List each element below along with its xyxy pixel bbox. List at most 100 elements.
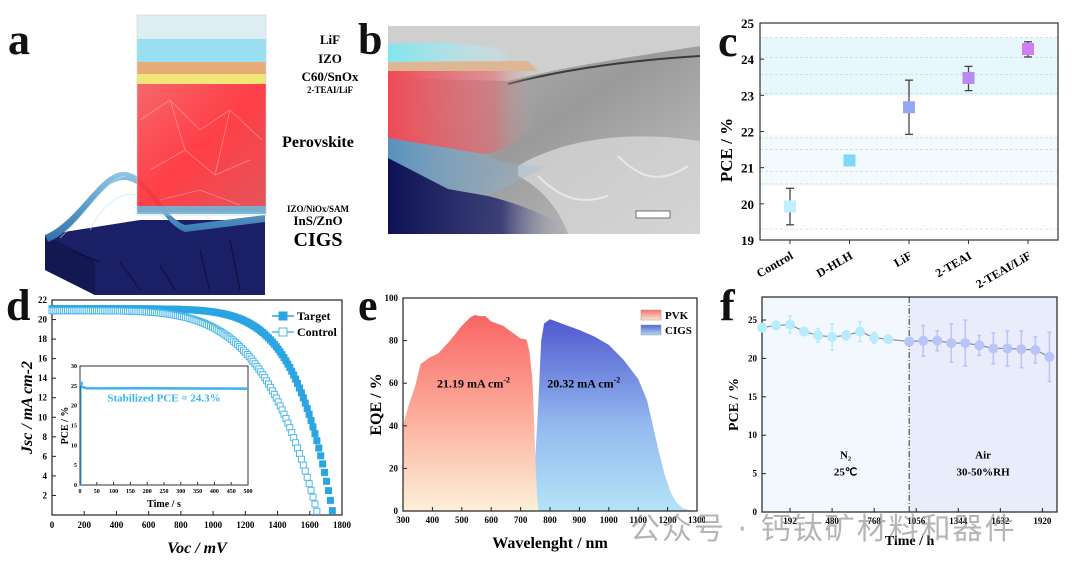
f-region-n2-label-2: 25℃ [834,467,857,479]
d-inset-xlabel: Time / s [147,499,181,510]
d-xlabel: Voc / mV [167,540,228,557]
f-data-point [946,338,957,349]
d-target-point [315,444,323,452]
f-region-air-label-2: 30-50%RH [957,467,1011,479]
scale-bar [635,210,671,219]
f-axes-frame [761,296,1058,513]
panel-letter-e: e [358,281,378,330]
c-ytick-label: 21 [741,161,754,176]
e-legend-label: PVK [665,310,689,322]
d-legend-marker [278,327,288,337]
d-inset-xtick-label: 200 [143,489,152,495]
f-ytick-label: 0 [753,507,758,517]
e-xtick-label: 1300 [688,515,705,525]
navy-cigs-layer [388,158,578,234]
perovskite-layer [137,84,266,212]
f-data-point [1044,351,1055,362]
e-ytick-label: 80 [389,336,399,346]
c-xtick-label: LiF [891,248,914,269]
e-pvk-annotation-sup: -2 [503,375,510,384]
d-control-point [301,467,309,475]
e-xtick-label: 900 [573,515,587,525]
f-data-point [974,340,985,351]
d-ytick-label: 10 [38,412,48,422]
d-target-point [303,405,311,413]
f-data-point [988,343,999,354]
d-inset-xtick-label: 400 [210,489,219,495]
d-target-point [324,487,332,495]
d-ylabel: Jsc / mA cm-2 [19,361,36,455]
d-target-point [309,423,317,431]
f-data-point [855,326,866,337]
d-inset-xtick-label: 450 [227,489,236,495]
d-target-point [317,452,325,460]
e-xtick-label: 700 [514,515,528,525]
panel-letter-f: f [720,281,735,330]
d-target-point [319,460,327,468]
e-ylabel: EQE / % [368,373,385,435]
d-ytick-label: 6 [43,451,48,461]
izo-layer [137,38,266,62]
f-data-point [960,338,971,349]
d-xtick-label: 400 [110,520,124,530]
e-legend-label: CIGS [665,325,692,337]
d-xtick-label: 0 [50,520,55,530]
f-xtick-label: 1344 [949,516,968,526]
d-ytick-label: 8 [43,432,48,442]
panel-letter-d: d [6,281,31,330]
d-inset-xtick-label: 50 [94,489,100,495]
f-ylabel: PCE / % [727,378,742,431]
cyan-izo-layer [388,42,528,62]
d-inset-ytick-label: 10 [71,443,77,449]
d-control-point [307,486,315,494]
f-data-point [785,319,796,330]
f-region-air-label-1: Air [975,449,991,461]
panel-letter-a: a [8,15,30,64]
f-data-point [918,335,929,346]
c-ytick-label: 20 [741,197,754,212]
d-inset-ytick-label: 25 [71,384,77,390]
d-inset-ytick-label: 5 [74,463,77,469]
d-target-point [311,430,319,438]
e-pvk-annotation: 21.19 mA cm-2 [437,375,510,390]
blue-interface-layer [388,138,548,196]
panel-e-chart: 0 20 40 60 80 100 300 400 500 600 700 800 900 1000 110… [368,293,705,552]
f-data-point [1002,343,1013,354]
cigs-layer [45,220,265,295]
f-xtick-label: 192 [783,516,797,526]
e-xtick-label: 300 [396,515,410,525]
e-ytick-label: 100 [385,293,399,303]
d-inset-ytick-label: 20 [71,404,77,410]
c-data-point [1022,43,1034,56]
d-xtick-label: 1800 [333,520,352,530]
d-inset-ylabel: PCE / % [60,407,71,445]
d-xtick-label: 1200 [236,520,255,530]
f-data-point [1030,344,1041,355]
d-inset-xtick-label: 350 [193,489,202,495]
panel-f-chart: 0 5 10 15 20 25 192 480 768 1056 1344 1632 1920 Time … [727,296,1058,549]
f-data-point [799,326,810,337]
d-inset-ytick-label: 30 [71,364,77,370]
f-data-point [827,331,838,342]
e-ytick-label: 40 [389,421,399,431]
e-ytick-label: 60 [389,378,399,388]
e-xtick-label: 400 [426,515,440,525]
c-xtick-label: 2-TEAI [933,248,974,280]
panel-letter-c: c [718,17,738,66]
d-xtick-label: 200 [77,520,91,530]
e-cigs-annotation: 20.32 mA cm-2 [547,375,620,390]
panel-b-sem-image [388,26,700,234]
d-inset-xtick-label: 250 [160,489,169,495]
d-xtick-label: 1000 [204,520,223,530]
e-ytick-label: 0 [394,506,399,516]
label-izo: IZO [318,51,342,66]
c-data-point [843,154,856,167]
d-inset-xtick-label: 300 [176,489,185,495]
d-control-point [303,473,311,481]
d-control-point [313,507,321,515]
d-xtick-label: 1600 [301,520,320,530]
d-ytick-label: 22 [38,295,48,305]
c-ytick-label: 19 [741,233,755,248]
e-legend-swatch [640,309,662,321]
d-ytick-label: 18 [38,334,48,344]
